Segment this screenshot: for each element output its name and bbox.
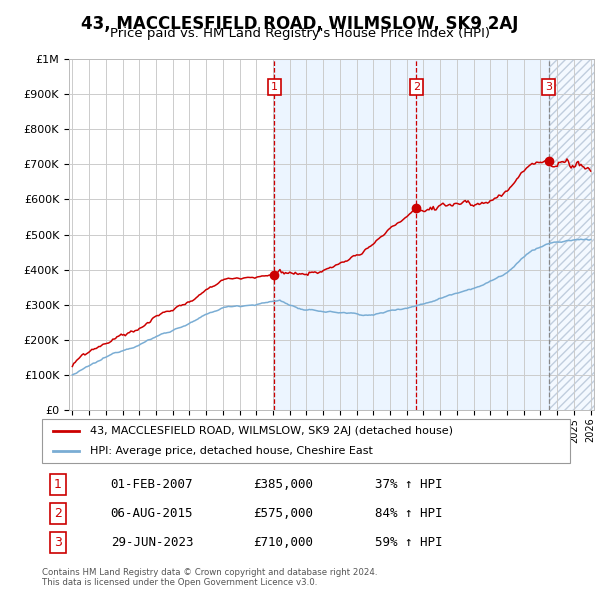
FancyBboxPatch shape	[42, 419, 570, 463]
Bar	[548, 59, 599, 410]
Text: 3: 3	[54, 536, 62, 549]
Bar	[416, 59, 548, 410]
Text: £575,000: £575,000	[253, 507, 313, 520]
Text: 3: 3	[545, 82, 552, 92]
Text: £385,000: £385,000	[253, 478, 313, 491]
Text: 06-AUG-2015: 06-AUG-2015	[110, 507, 193, 520]
Text: Price paid vs. HM Land Registry's House Price Index (HPI): Price paid vs. HM Land Registry's House …	[110, 27, 490, 40]
Text: 2: 2	[413, 82, 420, 92]
Text: 01-FEB-2007: 01-FEB-2007	[110, 478, 193, 491]
Text: 84% ↑ HPI: 84% ↑ HPI	[374, 507, 442, 520]
Text: Contains HM Land Registry data © Crown copyright and database right 2024.
This d: Contains HM Land Registry data © Crown c…	[42, 568, 377, 587]
Text: HPI: Average price, detached house, Cheshire East: HPI: Average price, detached house, Ches…	[89, 446, 373, 455]
Text: 59% ↑ HPI: 59% ↑ HPI	[374, 536, 442, 549]
Bar	[274, 59, 416, 410]
Text: 43, MACCLESFIELD ROAD, WILMSLOW, SK9 2AJ: 43, MACCLESFIELD ROAD, WILMSLOW, SK9 2AJ	[82, 15, 518, 33]
Text: 1: 1	[54, 478, 62, 491]
Text: 43, MACCLESFIELD ROAD, WILMSLOW, SK9 2AJ (detached house): 43, MACCLESFIELD ROAD, WILMSLOW, SK9 2AJ…	[89, 427, 452, 436]
Text: 37% ↑ HPI: 37% ↑ HPI	[374, 478, 442, 491]
Bar	[548, 59, 599, 410]
Text: 29-JUN-2023: 29-JUN-2023	[110, 536, 193, 549]
Text: 2: 2	[54, 507, 62, 520]
Text: 1: 1	[271, 82, 278, 92]
Text: £710,000: £710,000	[253, 536, 313, 549]
